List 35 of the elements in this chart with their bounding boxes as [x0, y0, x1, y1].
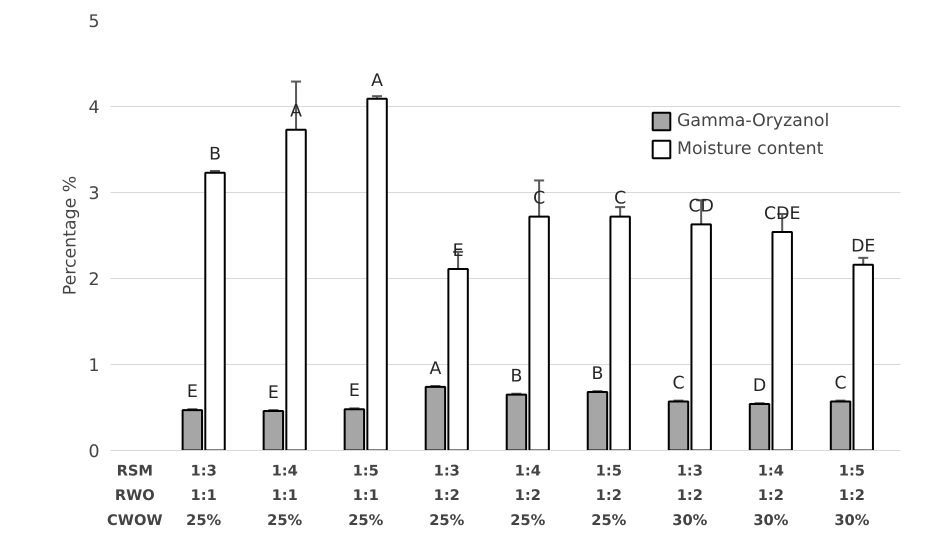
- y-tick-label: 4: [88, 98, 100, 118]
- data-label: D: [752, 376, 766, 396]
- y-tick-label: 1: [88, 356, 100, 376]
- data-label: E: [348, 381, 360, 402]
- y-tick-label: 0: [88, 442, 100, 462]
- data-label: C: [834, 373, 847, 394]
- data-label: B: [592, 364, 604, 384]
- data-label: E: [186, 382, 198, 402]
- data-label: A: [429, 358, 442, 379]
- x-tick-label: 1:4 1:2 25%: [510, 462, 546, 529]
- data-label: E: [268, 382, 279, 403]
- x-tick-label: 1:5 1:2 30%: [834, 462, 870, 529]
- text: RSM: [116, 462, 154, 480]
- data-label: B: [510, 366, 522, 387]
- x-tick-label: 1:3 1:1 25%: [186, 462, 222, 529]
- x-tick-label: 1:4 1:2 30%: [753, 462, 789, 529]
- x-tick-label: 1:3 1:2 30%: [672, 462, 708, 529]
- data-label: CDE: [764, 204, 800, 224]
- data-label: B: [209, 144, 221, 165]
- x-tick-label: 1:3 1:2 25%: [429, 462, 465, 529]
- legend-label: Moisture content: [677, 139, 824, 159]
- x-tick-label: 1:5 1:1 25%: [348, 462, 384, 529]
- y-axis-title: Percentage %: [60, 176, 80, 296]
- y-tick-label: 2: [88, 270, 100, 290]
- x-tick-label: 1:5 1:2 25%: [591, 462, 627, 529]
- y-tick-label: 5: [88, 12, 100, 32]
- data-label: DE: [851, 236, 876, 257]
- data-label: C: [672, 373, 685, 394]
- legend-label: Gamma-Oryzanol: [677, 111, 830, 131]
- text: RWO: [114, 487, 155, 504]
- x-tick-label: 1:4 1:1 25%: [267, 462, 303, 529]
- data-label: C: [614, 188, 626, 209]
- y-tick-label: 3: [88, 184, 100, 204]
- data-label: A: [371, 70, 384, 91]
- text: CWOW: [107, 512, 163, 529]
